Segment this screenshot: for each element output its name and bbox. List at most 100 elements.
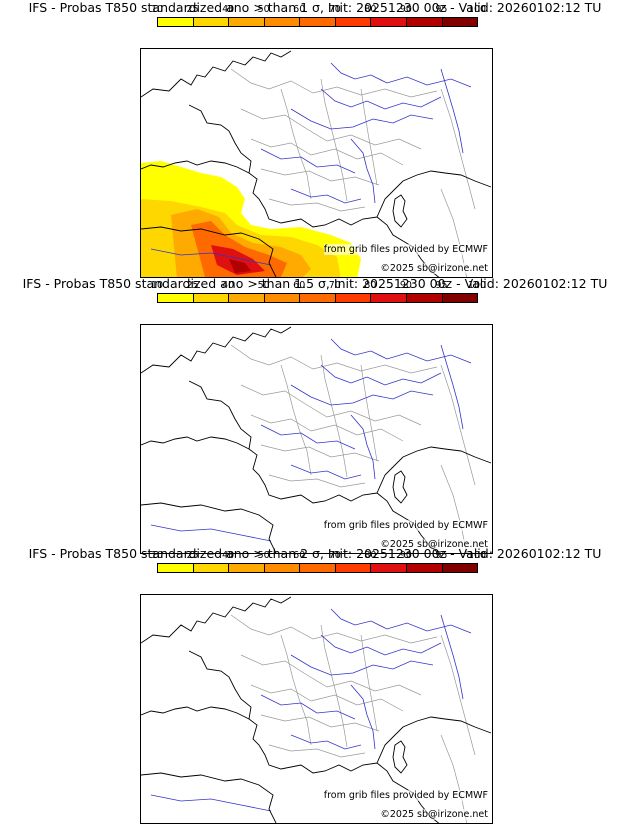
country-border (260, 444, 380, 462)
river (350, 138, 376, 204)
colorbar-tick-label: 95 (435, 4, 448, 15)
country-border (360, 364, 378, 462)
river (290, 108, 434, 130)
river (290, 464, 362, 480)
colorbar-segment (442, 294, 478, 302)
country-border (230, 614, 438, 644)
colorbar-segment (335, 294, 372, 302)
river (260, 148, 356, 174)
colorbar-segment (193, 18, 230, 26)
country-border (280, 364, 312, 476)
colorbar-tick-label: 50 (257, 550, 270, 561)
map-frame: from grib files provided by ECMWF ©2025 … (140, 48, 493, 278)
colorbar-segment (406, 18, 443, 26)
country-border (320, 78, 348, 202)
coastline (141, 596, 492, 823)
colorbar-segment (264, 294, 301, 302)
colorbar-tick-label: 80 (364, 550, 377, 561)
colorbar-segment (193, 564, 230, 572)
colorbar-segment (442, 18, 478, 26)
colorbar (157, 293, 478, 303)
map-frame: from grib files provided by ECMWF ©2025 … (140, 324, 493, 554)
colorbar-tick-label: 50 (257, 280, 270, 291)
source-credit: from grib files provided by ECMWF (323, 520, 488, 531)
colorbar-segment (229, 18, 265, 26)
colorbar-segment (406, 294, 443, 302)
river (290, 188, 362, 204)
colorbar-segment (406, 564, 443, 572)
colorbar-segment (300, 294, 336, 302)
country-border (240, 384, 422, 426)
river (440, 614, 464, 700)
colorbar-tick-label: 25 (186, 280, 199, 291)
panel-title: IFS - Probas T850 standardized ano > tha… (22, 276, 608, 291)
country-border (268, 474, 366, 488)
colorbar-segment (193, 294, 230, 302)
colorbar-ticks: 10 25 40 50 60 70 80 90 95 100 (151, 4, 486, 16)
country-border (268, 198, 366, 212)
colorbar-tick-label: 95 (435, 550, 448, 561)
colorbar-ticks: 10 25 40 50 60 70 80 90 95 100 (151, 550, 486, 562)
country-border (260, 714, 380, 732)
river (320, 364, 442, 386)
river (440, 68, 464, 154)
copyright-credit: ©2025 sb@irizone.net (380, 539, 488, 550)
colorbar-tick-label: 70 (328, 4, 341, 15)
country-border (240, 654, 422, 696)
colorbar-segment (442, 564, 478, 572)
map-panel-2: IFS - Probas T850 standardized ano > tha… (0, 276, 630, 554)
colorbar-tick-label: 40 (222, 550, 235, 561)
corsica-coastline (392, 740, 408, 774)
colorbar-tick-label: 10 (150, 4, 164, 15)
country-border (280, 634, 312, 746)
corsica-coastline (392, 470, 408, 504)
colorbar-segment (229, 294, 265, 302)
colorbar (157, 563, 478, 573)
source-credit: from grib files provided by ECMWF (323, 244, 488, 255)
colorbar-tick-label: 70 (328, 280, 341, 291)
colorbar-tick-label: 50 (257, 4, 270, 15)
river (150, 794, 272, 812)
anomaly-area-80 (211, 245, 265, 275)
colorbar (157, 17, 478, 27)
river (330, 62, 472, 88)
river (290, 384, 434, 406)
river (150, 248, 272, 266)
colorbar-tick-label: 70 (328, 550, 341, 561)
colorbar-segment (335, 564, 372, 572)
river (350, 684, 376, 750)
map-svg (141, 596, 492, 823)
source-credit: from grib files provided by ECMWF (323, 790, 488, 801)
map-svg (141, 326, 492, 553)
country-border (320, 624, 348, 748)
colorbar-tick-label: 60 (293, 4, 306, 15)
country-border (250, 138, 404, 166)
colorbar-segment (335, 18, 372, 26)
colorbar-tick-label: 60 (293, 280, 306, 291)
river (290, 734, 362, 750)
river (150, 524, 272, 542)
river (320, 88, 442, 110)
colorbar-tick-label: 40 (222, 280, 235, 291)
colorbar-tick-label: 95 (435, 280, 448, 291)
country-border (260, 168, 380, 186)
colorbar-tick-label: 40 (222, 4, 235, 15)
colorbar-ticks: 10 25 40 50 60 70 80 90 95 100 (151, 280, 486, 292)
country-border (250, 414, 404, 442)
country-border (360, 88, 378, 186)
colorbar-tick-label: 90 (399, 550, 412, 561)
colorbar-segment (371, 564, 407, 572)
colorbar-segment (158, 18, 194, 26)
colorbar-tick-label: 25 (186, 550, 199, 561)
colorbar-tick-label: 25 (186, 4, 199, 15)
colorbar-segment (264, 564, 301, 572)
colorbar-tick-label: 100 (467, 280, 487, 291)
country-border (230, 68, 438, 98)
river (440, 344, 464, 430)
country-border (360, 634, 378, 732)
river (290, 654, 434, 676)
anomaly-area-90 (229, 259, 251, 273)
corsica-coastline (392, 194, 408, 228)
colorbar-tick-label: 10 (150, 550, 164, 561)
coastline (141, 50, 492, 277)
